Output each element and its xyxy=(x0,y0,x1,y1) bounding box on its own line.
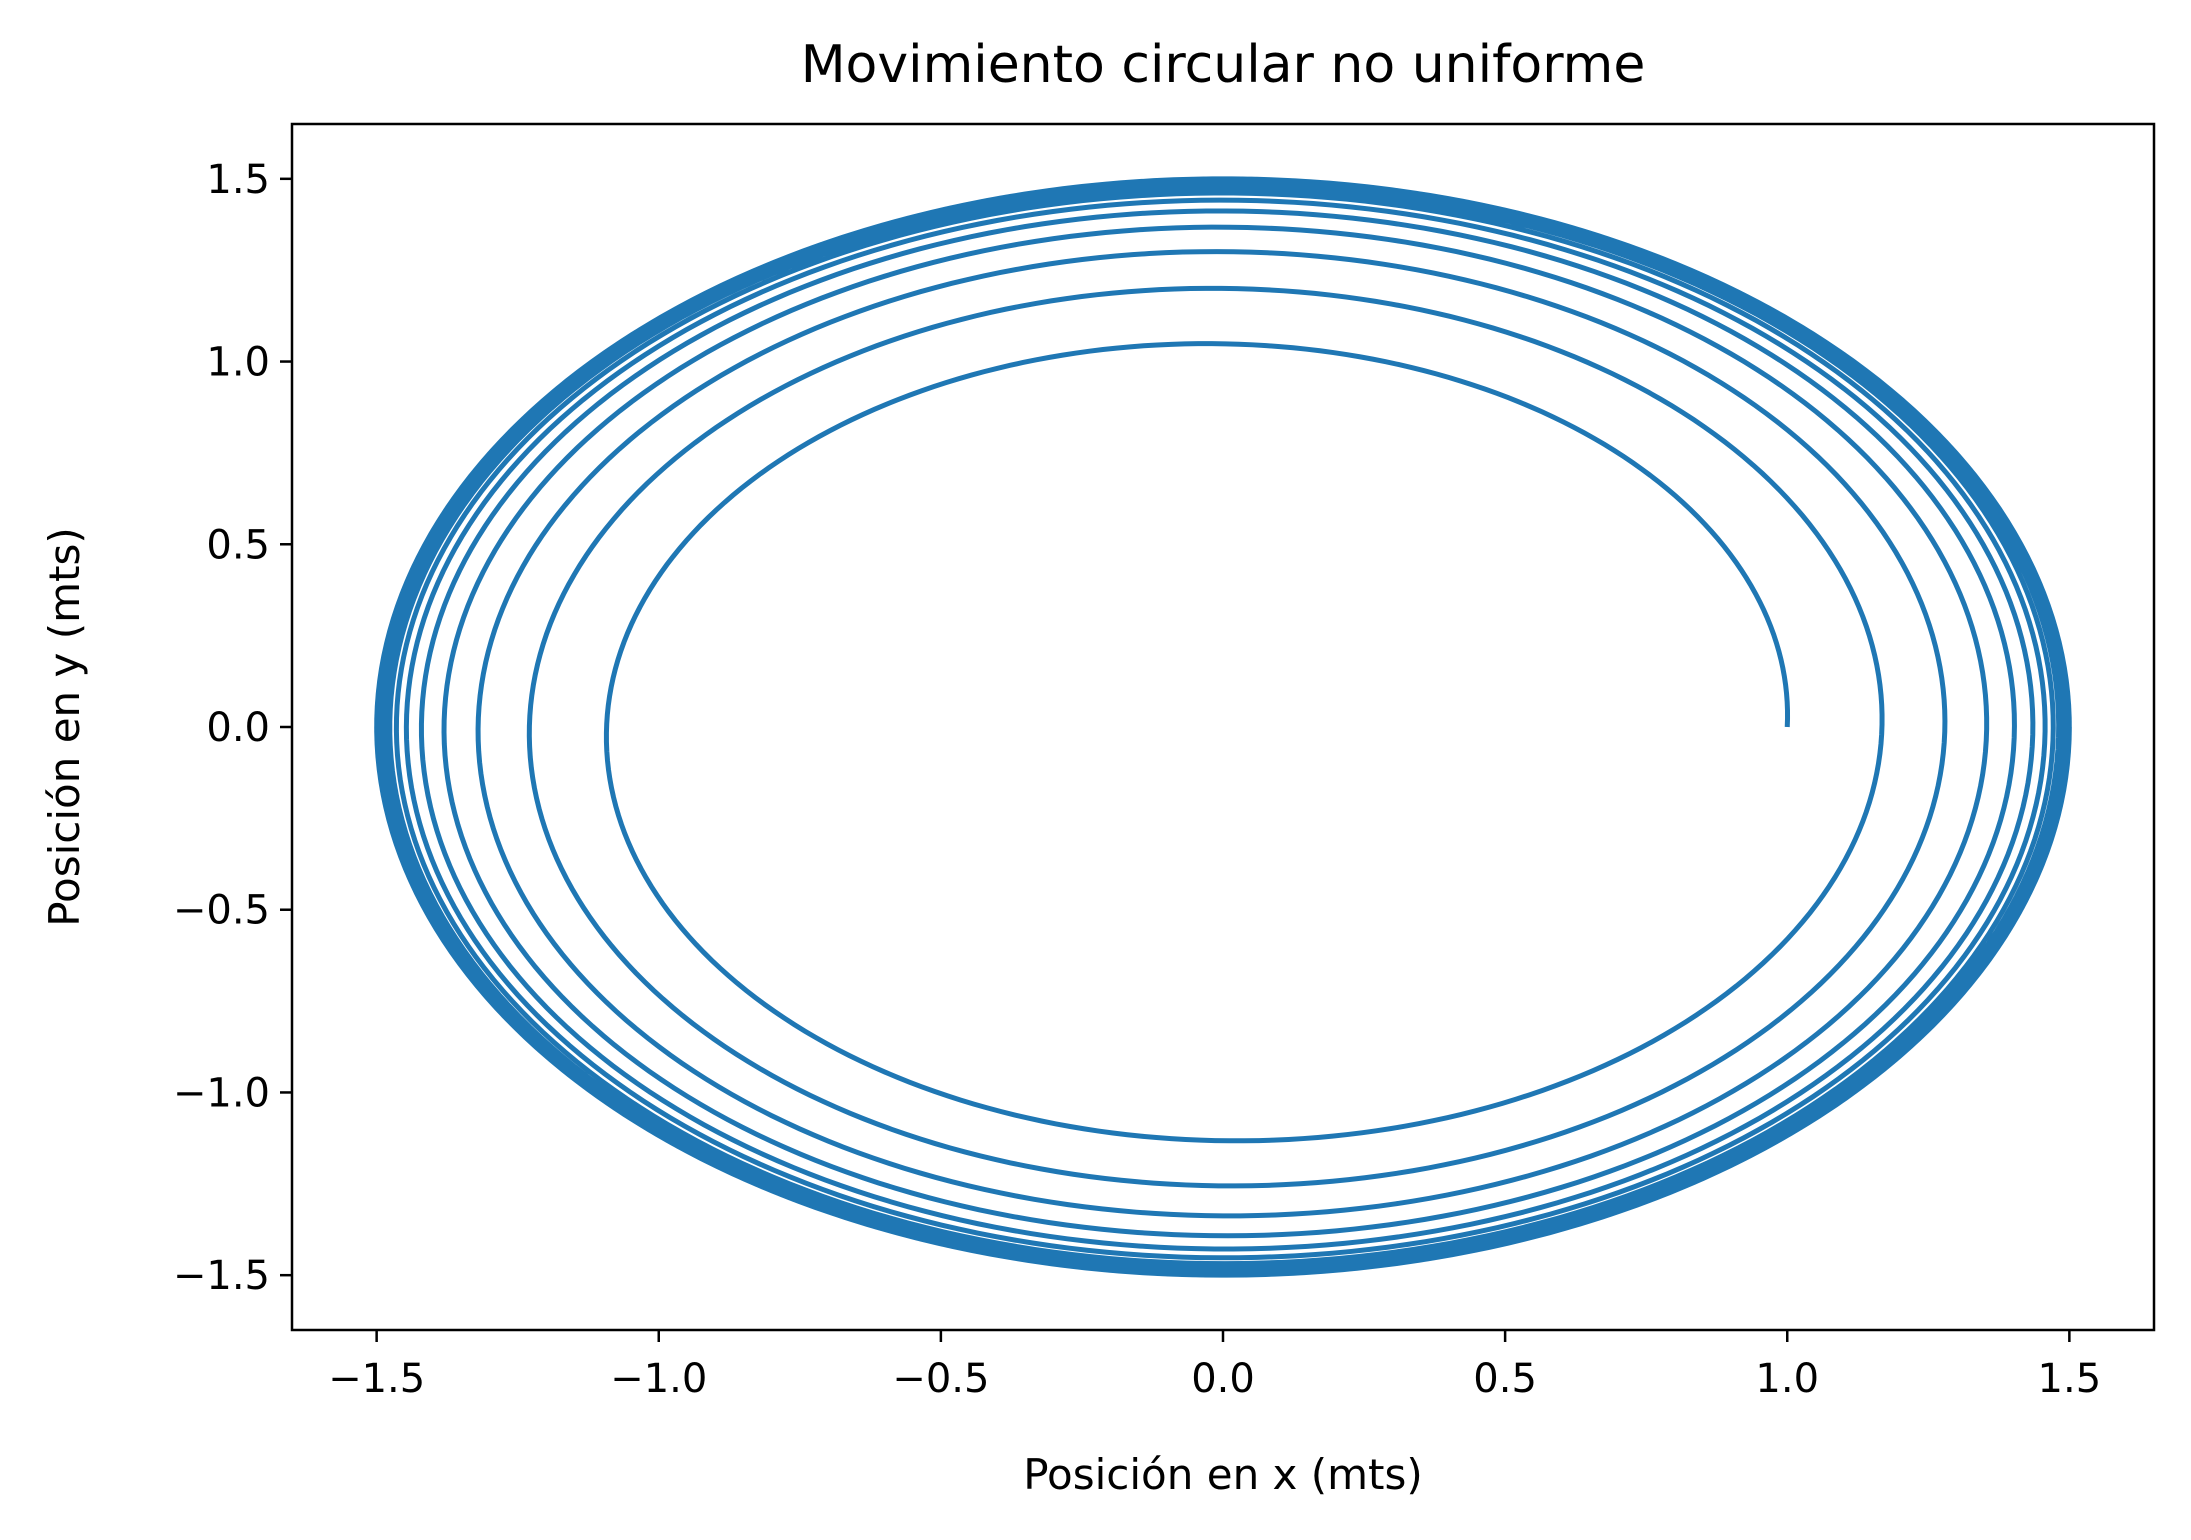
y-tick-label: −0.5 xyxy=(173,888,270,934)
y-axis-label: Posición en y (mts) xyxy=(40,527,89,927)
x-tick-label: 1.5 xyxy=(2038,1356,2102,1402)
y-tick-label: 0.0 xyxy=(206,705,270,751)
x-tick-label: −1.0 xyxy=(610,1356,707,1402)
x-axis-label: Posición en x (mts) xyxy=(1023,1450,1423,1499)
y-tick-label: −1.0 xyxy=(173,1070,270,1116)
x-tick-label: 0.0 xyxy=(1191,1356,1255,1402)
chart-title: Movimiento circular no uniforme xyxy=(801,35,1646,95)
x-tick-label: 0.5 xyxy=(1473,1356,1537,1402)
trajectory-line xyxy=(374,176,2072,1278)
y-axis-ticks: −1.5 −1.0 −0.5 0.0 0.5 1.0 1.5 xyxy=(173,157,292,1299)
y-tick-label: 1.0 xyxy=(206,340,270,386)
plot-frame xyxy=(290,122,2156,1332)
x-tick-label: 1.0 xyxy=(1755,1356,1819,1402)
x-axis-ticks: −1.5 −1.0 −0.5 0.0 0.5 1.0 1.5 xyxy=(328,1330,2101,1402)
y-tick-label: 0.5 xyxy=(206,522,270,568)
x-tick-label: −1.5 xyxy=(328,1356,425,1402)
y-tick-label: −1.5 xyxy=(173,1253,270,1299)
plot-area xyxy=(374,176,2072,1278)
x-tick-label: −0.5 xyxy=(892,1356,989,1402)
y-tick-label: 1.5 xyxy=(206,157,270,203)
